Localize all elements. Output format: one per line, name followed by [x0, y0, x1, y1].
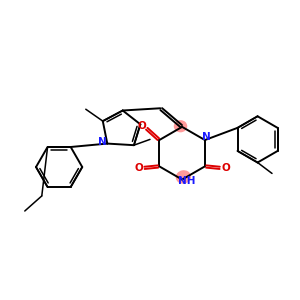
Text: N: N: [202, 133, 211, 142]
Ellipse shape: [174, 120, 187, 132]
Text: O: O: [137, 121, 146, 130]
Text: NH: NH: [178, 176, 196, 186]
Text: O: O: [221, 163, 230, 173]
Text: N: N: [98, 137, 107, 147]
Ellipse shape: [176, 170, 191, 184]
Text: O: O: [134, 163, 143, 173]
